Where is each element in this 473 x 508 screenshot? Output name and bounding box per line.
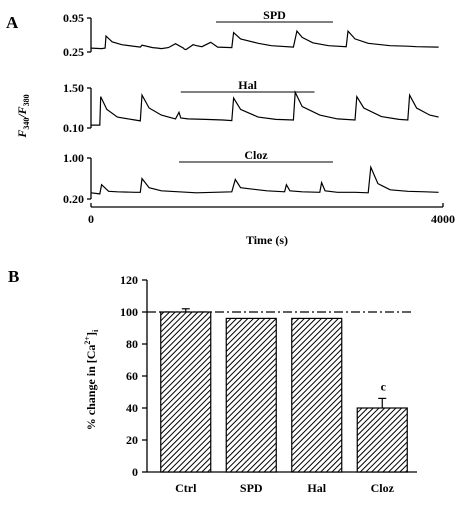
trace-1-drug-label: Hal (238, 78, 257, 92)
bar-y-tick-label: 80 (126, 337, 138, 351)
bar-ctrl (160, 311, 212, 473)
category-label-cloz: Cloz (371, 481, 395, 495)
category-label-spd: SPD (240, 481, 263, 495)
trace-1-line (91, 90, 439, 126)
bar-cloz (356, 407, 408, 473)
panel-a-xlabel: Time (s) (246, 233, 288, 247)
bar-spd (225, 317, 277, 473)
panel-a-ylabel: F340/F380 (15, 94, 31, 138)
bar-hal (291, 317, 343, 473)
bar-y-tick-label: 120 (120, 273, 138, 287)
category-label-ctrl: Ctrl (175, 481, 197, 495)
panel-a-traces: 0.95 0.25 SPD 1.50 0.10 Hal 1.00 0.20 Cloz (63, 8, 439, 206)
trace-2-y-tick-label-top: 1.00 (63, 151, 84, 165)
trace-1-y-tick-label-top: 1.50 (63, 81, 84, 95)
bar-y-tick-label: 40 (126, 401, 138, 415)
trace-1-y-tick-label-bottom: 0.10 (63, 121, 84, 135)
significance-annotation: c (381, 379, 387, 393)
panel-letter-b: B (8, 267, 19, 286)
trace-2-line (90, 164, 439, 195)
panel-b-bar-chart: 0 20 40 60 80 100 120 Ctrl SPD Hal Cloz c (120, 273, 417, 495)
bar-y-tick-label: 20 (126, 433, 138, 447)
bar-y-tick-label: 60 (126, 369, 138, 383)
trace-0-y-tick-label-bottom: 0.25 (63, 45, 84, 59)
bar-y-tick-label: 0 (132, 465, 138, 479)
panel-a-x-tick-label-0: 0 (88, 212, 94, 226)
trace-0-y-tick-label-top: 0.95 (63, 11, 84, 25)
bar-y-tick-label: 100 (120, 305, 138, 319)
panel-a-x-tick-label-4000: 4000 (431, 212, 455, 226)
panel-b-ylabel: % change in [Ca2+]i (83, 329, 100, 430)
trace-2-drug-label: Cloz (244, 148, 268, 162)
trace-2-y-tick-label-bottom: 0.20 (63, 192, 84, 206)
trace-0-line (90, 29, 439, 51)
category-label-hal: Hal (307, 481, 326, 495)
trace-0-drug-label: SPD (263, 8, 286, 22)
panel-letter-a: A (6, 13, 19, 32)
